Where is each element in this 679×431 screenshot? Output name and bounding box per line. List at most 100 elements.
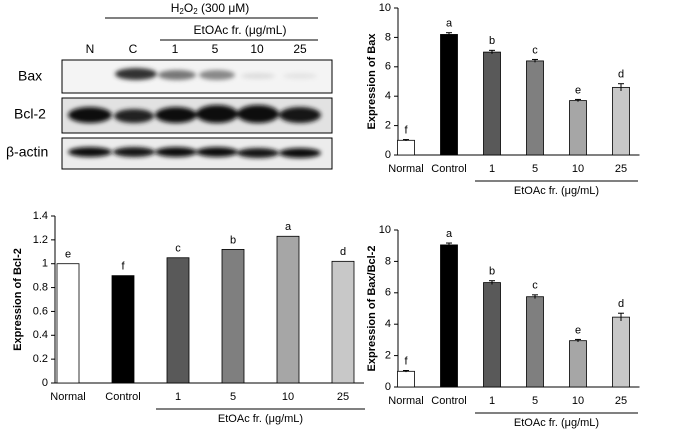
y-tick-label: 6 xyxy=(385,287,391,299)
y-tick-label: 0.2 xyxy=(33,353,48,365)
error-bar xyxy=(575,98,581,102)
x-tick-label: 10 xyxy=(572,395,584,407)
x-tick-label: 1 xyxy=(489,163,495,175)
x-tick-label: Normal xyxy=(50,391,85,403)
dose-label: EtOAc fr. (μg/mL) xyxy=(194,23,287,37)
significance-letter: f xyxy=(121,261,125,273)
bar xyxy=(397,139,415,156)
bar xyxy=(166,257,190,384)
significance-letter: b xyxy=(489,266,495,278)
bar xyxy=(526,60,544,156)
treatment-label: H2O2 (300 μM) xyxy=(171,1,250,16)
y-tick-label: 1.2 xyxy=(33,234,48,246)
x-tick-label: 25 xyxy=(337,391,349,403)
x-tick-label: Normal xyxy=(388,395,423,407)
group-label: EtOAc fr. (μg/mL) xyxy=(218,413,303,425)
error-bar xyxy=(446,32,452,37)
significance-letter: e xyxy=(575,84,581,96)
significance-letter: b xyxy=(230,234,236,246)
significance-letter: f xyxy=(404,355,408,367)
lane-label: N xyxy=(86,42,95,56)
lane-label: 1 xyxy=(172,42,179,56)
error-bar xyxy=(618,83,624,92)
bar xyxy=(440,244,458,388)
significance-letter: a xyxy=(285,221,292,233)
lane-label: C xyxy=(129,42,138,56)
row-label: β-actin xyxy=(6,144,48,160)
bar xyxy=(569,100,587,156)
y-tick-label: 8 xyxy=(385,255,391,267)
bar-chart: 0 2 4 6 8 10 Expression of Bax f Normal a Control b… xyxy=(366,2,640,197)
x-tick-label: 5 xyxy=(230,391,236,403)
bar xyxy=(612,316,630,388)
x-tick-label: Control xyxy=(105,391,140,403)
significance-letter: c xyxy=(532,280,538,292)
y-tick-label: 6 xyxy=(385,61,391,73)
lane-label: 25 xyxy=(293,42,307,56)
x-tick-label: Control xyxy=(431,163,466,175)
bar xyxy=(56,263,80,384)
significance-letter: e xyxy=(65,249,71,261)
y-tick-label: 0.4 xyxy=(33,329,48,341)
error-bar xyxy=(489,280,495,285)
x-tick-label: 5 xyxy=(532,163,538,175)
x-tick-label: 10 xyxy=(282,391,294,403)
y-tick-label: 0 xyxy=(385,381,391,393)
error-bar xyxy=(532,294,538,299)
error-bar xyxy=(446,242,452,247)
significance-letter: d xyxy=(340,246,346,258)
significance-letter: b xyxy=(489,35,495,47)
group-label: EtOAc fr. (μg/mL) xyxy=(514,185,599,197)
western-blot: H2O2 (300 μM) EtOAc fr. (μg/mL) N C 1 5 … xyxy=(6,1,333,170)
y-tick-label: 2 xyxy=(385,350,391,362)
lane-label: 5 xyxy=(212,42,219,56)
y-tick-label: 0.6 xyxy=(33,305,48,317)
bar xyxy=(397,370,415,388)
x-tick-label: 25 xyxy=(615,395,627,407)
significance-letter: d xyxy=(618,298,624,310)
error-bar xyxy=(403,139,409,142)
error-bar xyxy=(489,49,495,54)
y-tick-label: 10 xyxy=(379,2,391,14)
bands xyxy=(68,68,321,158)
x-tick-label: 10 xyxy=(572,163,584,175)
x-tick-label: Normal xyxy=(388,163,423,175)
y-tick-label: 0 xyxy=(385,149,391,161)
lane-label: 10 xyxy=(250,42,264,56)
y-tick-label: 8 xyxy=(385,31,391,43)
y-axis-label: Expression of Bax xyxy=(366,33,378,130)
significance-letter: a xyxy=(446,228,453,240)
y-tick-label: 2 xyxy=(385,120,391,132)
y-tick-label: 4 xyxy=(385,318,391,330)
significance-letter: f xyxy=(404,124,408,136)
x-tick-label: 1 xyxy=(175,391,181,403)
bar xyxy=(483,282,501,388)
x-tick-label: 5 xyxy=(532,395,538,407)
error-bar xyxy=(618,312,624,322)
significance-letter: e xyxy=(575,324,581,336)
bar xyxy=(569,340,587,388)
bar xyxy=(440,34,458,156)
x-tick-label: 25 xyxy=(615,163,627,175)
y-tick-label: 1 xyxy=(42,258,48,270)
row-label: Bax xyxy=(18,68,42,84)
bar-chart: 0 0.2 0.4 0.6 0.8 1 1.2 1.4 Expression of Bcl-2 e… xyxy=(12,210,365,425)
y-axis-label: Expression of Bcl-2 xyxy=(12,248,24,351)
significance-letter: c xyxy=(175,243,181,255)
significance-letter: a xyxy=(446,18,453,30)
group-label: EtOAc fr. (μg/mL) xyxy=(514,417,599,429)
x-tick-label: 1 xyxy=(489,395,495,407)
x-tick-label: Control xyxy=(431,395,466,407)
y-tick-label: 0 xyxy=(42,377,48,389)
bar xyxy=(111,275,135,384)
y-tick-label: 1.4 xyxy=(33,210,48,222)
y-tick-label: 4 xyxy=(385,90,391,102)
significance-letter: c xyxy=(532,44,538,56)
bar xyxy=(221,248,245,384)
y-tick-label: 0.8 xyxy=(33,281,48,293)
significance-letter: d xyxy=(618,69,624,81)
row-label: Bcl-2 xyxy=(14,106,46,122)
error-bar xyxy=(532,58,538,63)
bar xyxy=(612,86,630,156)
